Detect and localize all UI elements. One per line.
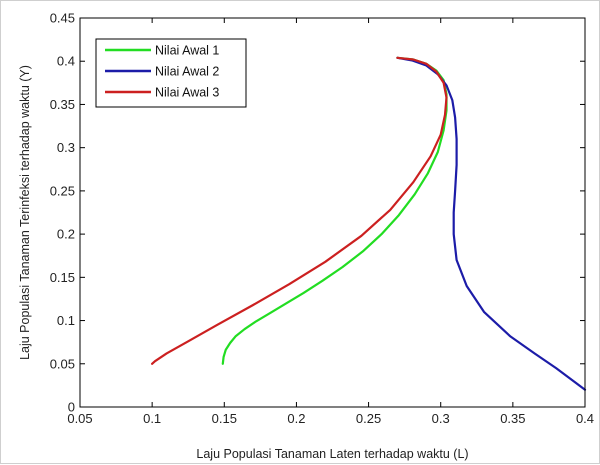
- legend-label-3: Nilai Awal 3: [155, 86, 219, 100]
- y-tick-label: 0.05: [50, 356, 75, 371]
- y-tick-label: 0.25: [50, 183, 75, 198]
- series-layer: [151, 56, 587, 391]
- x-tick-label: 0.2: [287, 411, 305, 426]
- y-tick-label: 0.4: [57, 54, 75, 69]
- x-tick-label: 0.15: [212, 411, 237, 426]
- y-tick-label: 0.45: [50, 11, 75, 26]
- y-tick-label: 0: [68, 400, 75, 415]
- y-tick-label: 0.1: [57, 313, 75, 328]
- x-tick-label: 0.3: [432, 411, 450, 426]
- x-tick-label: 0.35: [500, 411, 525, 426]
- axes-box: [79, 17, 586, 408]
- x-axis-title: Laju Populasi Tanaman Laten terhadap wak…: [196, 447, 468, 461]
- legend: Nilai Awal 1 Nilai Awal 2 Nilai Awal 3: [95, 38, 247, 108]
- x-tick-label: 0.25: [356, 411, 381, 426]
- y-tick-label: 0.15: [50, 270, 75, 285]
- y-tick-label: 0.2: [57, 227, 75, 242]
- legend-label-2: Nilai Awal 2: [155, 65, 219, 79]
- x-tick-label: 0.05: [67, 411, 92, 426]
- y-tick-label: 0.35: [50, 97, 75, 112]
- axes-layer: 0.05 0.1 0.15 0.2 0.25 0.3 0.35 0.400.050.10.15…: [50, 11, 594, 427]
- x-tick-label: 0.1: [143, 411, 161, 426]
- legend-label-1: Nilai Awal 1: [155, 44, 219, 58]
- y-axis-title: Laju Populasi Tanaman Terinfeksi terhada…: [18, 65, 32, 360]
- series-line-3: [151, 56, 448, 365]
- y-tick-label: 0.3: [57, 140, 75, 155]
- x-tick-label: 0.4: [576, 411, 594, 426]
